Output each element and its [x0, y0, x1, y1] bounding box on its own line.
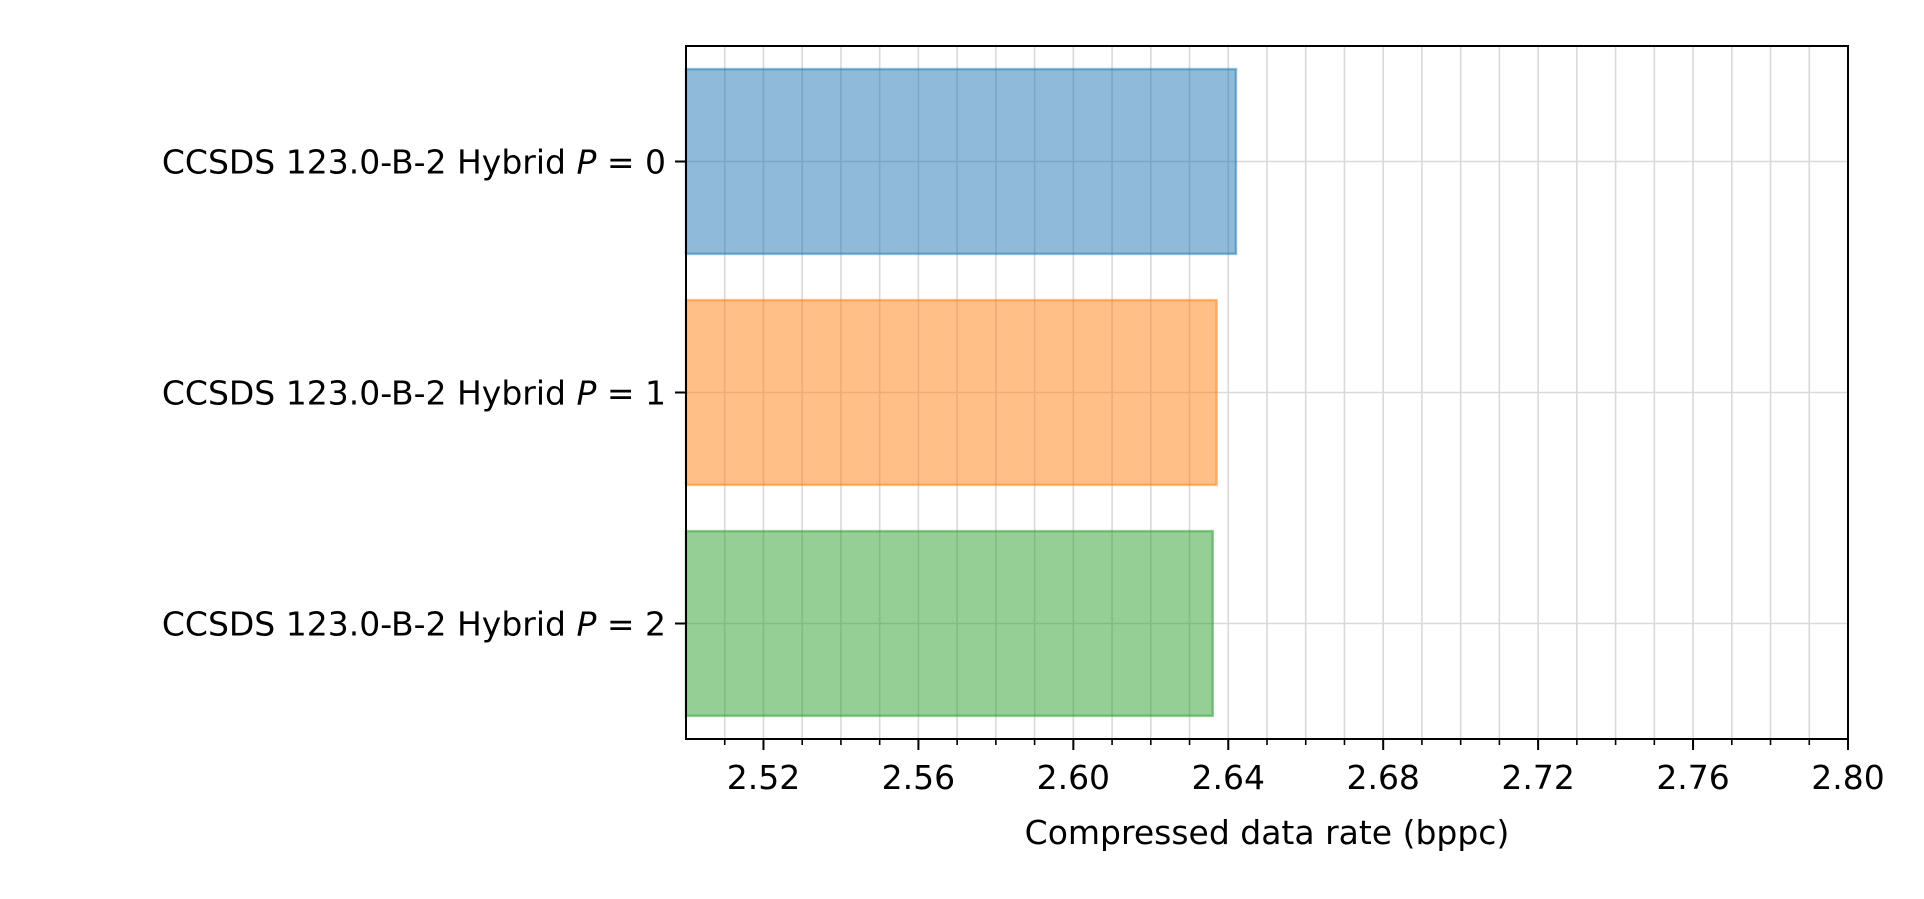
x-tick-label: 2.80	[1811, 758, 1884, 797]
labels-layer: 2.52 2.56 2.60 2.64 2.68 2.72 2.76 2.80 CCSDS 12…	[162, 143, 1885, 798]
category-label: CCSDS 123.0-B-2 Hybrid P = 0	[162, 143, 666, 182]
category-label: CCSDS 123.0-B-2 Hybrid P = 2	[162, 605, 666, 644]
x-tick-label: 2.56	[882, 758, 955, 797]
bar-2	[684, 529, 1215, 718]
x-tick-label: 2.60	[1037, 758, 1110, 797]
x-tick-label: 2.72	[1501, 758, 1574, 797]
x-axis-title: Compressed data rate (bppc)	[1025, 813, 1510, 852]
x-tick-label: 2.52	[727, 758, 800, 797]
category-label: CCSDS 123.0-B-2 Hybrid P = 1	[162, 374, 666, 413]
x-tick-label: 2.64	[1192, 758, 1265, 797]
bars-layer	[684, 67, 1238, 718]
x-tick-label: 2.76	[1656, 758, 1729, 797]
x-tick-label: 2.68	[1346, 758, 1419, 797]
bar-1	[684, 298, 1218, 487]
ticks-layer	[675, 160, 1849, 750]
bar-0	[684, 67, 1238, 256]
